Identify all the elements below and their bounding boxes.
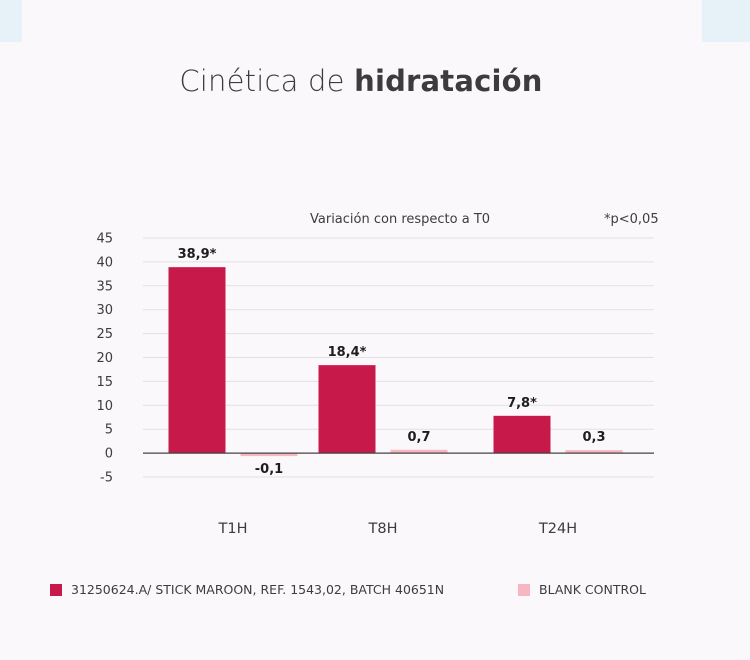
y-tick-label: 10: [96, 399, 113, 414]
legend-label-blank: BLANK CONTROL: [539, 582, 646, 597]
data-label: 18,4*: [328, 345, 367, 360]
y-tick-label: 25: [96, 327, 113, 342]
bar: [168, 267, 226, 454]
y-tick-label: 0: [105, 447, 113, 462]
y-tick-label: 45: [96, 232, 113, 247]
data-label: -0,1: [255, 462, 283, 477]
data-label: 0,7: [407, 430, 430, 445]
chart-title-bold: hidratación: [354, 64, 543, 98]
significance-note: *p<0,05: [604, 212, 659, 227]
y-tick-label: -5: [100, 471, 113, 486]
data-label: 38,9*: [178, 247, 217, 262]
x-category-label: T1H: [218, 521, 248, 537]
bar: [240, 453, 298, 457]
chart-title-light: Cinética de: [179, 64, 345, 98]
y-tick-label: 15: [96, 375, 113, 390]
x-category-label: T8H: [368, 521, 398, 537]
data-label: 0,3: [582, 430, 605, 445]
legend-item-blank: BLANK CONTROL: [518, 582, 646, 597]
legend-item-product: 31250624.A/ STICK MAROON, REF. 1543,02, …: [50, 582, 444, 597]
data-label: 7,8*: [507, 396, 537, 411]
y-tick-label: 5: [105, 423, 113, 438]
bar: [390, 449, 448, 454]
top-decoration-right: [702, 0, 750, 42]
y-tick-label: 30: [96, 303, 113, 318]
bar: [565, 450, 623, 454]
y-tick-label: 20: [96, 351, 113, 366]
y-tick-label: 40: [96, 255, 113, 270]
legend-swatch-product: [50, 583, 62, 596]
top-decoration-left: [0, 0, 22, 42]
chart-subtitle: Variación con respecto a T0: [310, 212, 491, 227]
legend-label-product: 31250624.A/ STICK MAROON, REF. 1543,02, …: [71, 582, 445, 597]
legend-swatch-blank: [518, 583, 530, 596]
bar: [318, 365, 376, 454]
chart-title: Cinética de hidratación: [0, 64, 722, 98]
y-tick-label: 35: [96, 279, 113, 294]
x-category-label: T24H: [538, 521, 577, 537]
bar: [493, 415, 551, 454]
